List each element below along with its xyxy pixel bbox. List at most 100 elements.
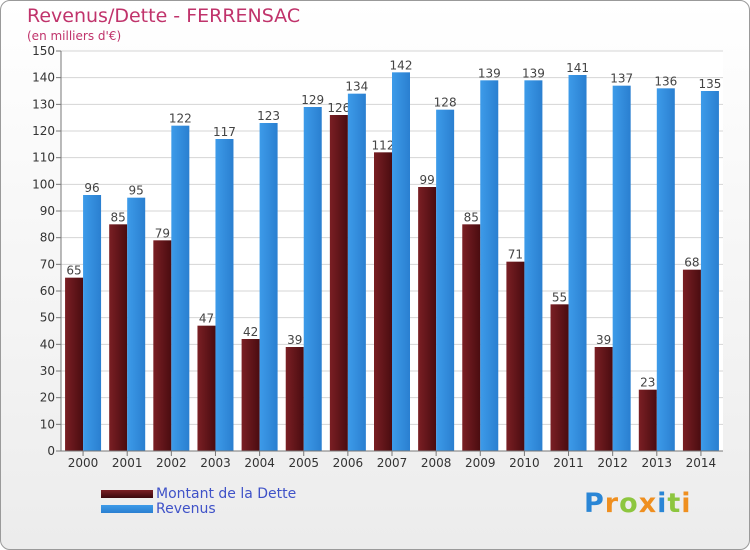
value-label-dette-2013: 23 [640, 376, 655, 390]
x-tick-label-2000: 2000 [68, 456, 99, 470]
y-tick-label: 80 [40, 231, 55, 245]
value-label-revenus-2004: 123 [257, 109, 280, 123]
x-tick-label-2013: 2013 [642, 456, 673, 470]
bar-revenus-2004 [259, 123, 278, 451]
x-tick-label-2012: 2012 [597, 456, 628, 470]
y-tick-label: 90 [40, 204, 55, 218]
value-label-revenus-2000: 96 [84, 181, 99, 195]
bar-dette-2009 [462, 224, 481, 451]
value-label-dette-2001: 85 [111, 210, 126, 224]
x-tick-label-2007: 2007 [377, 456, 408, 470]
value-label-revenus-2007: 142 [390, 58, 413, 72]
x-tick-label-2002: 2002 [156, 456, 187, 470]
value-label-revenus-2012: 137 [610, 72, 633, 86]
bar-dette-2004 [241, 339, 260, 451]
y-tick-label: 40 [40, 337, 55, 351]
bar-dette-2010 [506, 261, 525, 451]
bar-revenus-2014 [700, 91, 719, 451]
y-tick-label: 130 [32, 97, 55, 111]
x-tick-label-2009: 2009 [465, 456, 496, 470]
y-tick-label: 10 [40, 417, 55, 431]
chart-subtitle: (en milliers d'€) [27, 29, 122, 43]
bar-revenus-2007 [392, 72, 410, 451]
bar-dette-2008 [418, 187, 437, 451]
value-label-revenus-2009: 139 [478, 66, 501, 80]
chart-title: Revenus/Dette - FERRENSAC [27, 5, 301, 27]
bar-revenus-2006 [347, 93, 366, 452]
value-label-revenus-2002: 122 [169, 112, 192, 126]
x-tick-label-2008: 2008 [421, 456, 452, 470]
x-tick-label-2005: 2005 [288, 456, 319, 470]
bar-dette-2014 [682, 269, 701, 451]
x-tick-label-2001: 2001 [112, 456, 143, 470]
value-label-dette-2012: 39 [596, 333, 611, 347]
value-label-dette-2006: 126 [327, 101, 350, 115]
value-label-revenus-2010: 139 [522, 66, 545, 80]
bar-dette-2005 [285, 347, 304, 451]
x-tick-label-2004: 2004 [244, 456, 275, 470]
value-label-revenus-2006: 134 [345, 80, 368, 94]
value-label-dette-2011: 55 [552, 290, 567, 304]
legend-label-revenus: Revenus [156, 501, 216, 517]
bar-revenus-2003 [215, 139, 234, 451]
bar-revenus-2002 [171, 125, 190, 452]
y-tick-label: 140 [32, 71, 55, 85]
bar-dette-2003 [197, 325, 216, 451]
x-tick-label-2003: 2003 [200, 456, 231, 470]
value-label-revenus-2011: 141 [566, 61, 589, 75]
bar-dette-2011 [550, 304, 569, 451]
legend-swatch-dette [101, 490, 153, 498]
x-tick-label-2006: 2006 [333, 456, 364, 470]
bar-dette-2006 [329, 115, 348, 451]
legend-label-dette: Montant de la Dette [156, 486, 297, 502]
y-tick-label: 20 [40, 391, 55, 405]
y-tick-label: 0 [47, 444, 55, 458]
y-tick-label: 30 [40, 364, 55, 378]
y-tick-label: 50 [40, 311, 55, 325]
bar-dette-2007 [374, 152, 392, 452]
y-tick-label: 110 [32, 151, 55, 165]
bar-revenus-2001 [127, 197, 146, 451]
value-label-dette-2002: 79 [155, 226, 170, 240]
value-label-dette-2010: 71 [508, 248, 523, 262]
value-label-revenus-2008: 128 [434, 96, 457, 110]
bar-revenus-2005 [303, 107, 322, 451]
y-tick-label: 150 [32, 44, 55, 58]
value-label-revenus-2003: 117 [213, 125, 236, 139]
value-label-dette-2005: 39 [287, 333, 302, 347]
value-label-dette-2014: 68 [684, 256, 699, 270]
bar-revenus-2011 [568, 75, 587, 451]
bar-dette-2013 [638, 389, 657, 451]
value-label-revenus-2001: 95 [129, 184, 144, 198]
bar-dette-2001 [109, 224, 128, 451]
value-label-dette-2004: 42 [243, 325, 258, 339]
bar-revenus-2000 [83, 195, 102, 451]
value-label-dette-2007: 112 [372, 138, 395, 152]
value-label-dette-2000: 65 [66, 264, 81, 278]
bar-revenus-2008 [436, 109, 455, 452]
value-label-dette-2008: 99 [419, 173, 434, 187]
bar-revenus-2012 [612, 85, 631, 452]
bar-dette-2002 [153, 240, 172, 451]
x-tick-label-2010: 2010 [509, 456, 540, 470]
value-label-revenus-2013: 136 [654, 74, 677, 88]
bar-dette-2012 [594, 347, 613, 451]
y-tick-label: 60 [40, 284, 55, 298]
bar-revenus-2013 [656, 88, 675, 451]
brand-logo: Proxiti [584, 488, 692, 519]
y-tick-label: 70 [40, 257, 55, 271]
value-label-dette-2009: 85 [464, 210, 479, 224]
x-tick-label-2014: 2014 [686, 456, 717, 470]
legend-swatch-revenus [101, 505, 153, 513]
value-label-revenus-2005: 129 [301, 93, 324, 107]
value-label-dette-2003: 47 [199, 312, 214, 326]
bar-revenus-2010 [524, 80, 543, 451]
value-label-revenus-2014: 135 [698, 77, 721, 91]
y-tick-label: 120 [32, 124, 55, 138]
x-tick-label-2011: 2011 [553, 456, 584, 470]
y-tick-label: 100 [32, 177, 55, 191]
bar-dette-2000 [65, 277, 84, 451]
bar-revenus-2009 [480, 80, 499, 451]
